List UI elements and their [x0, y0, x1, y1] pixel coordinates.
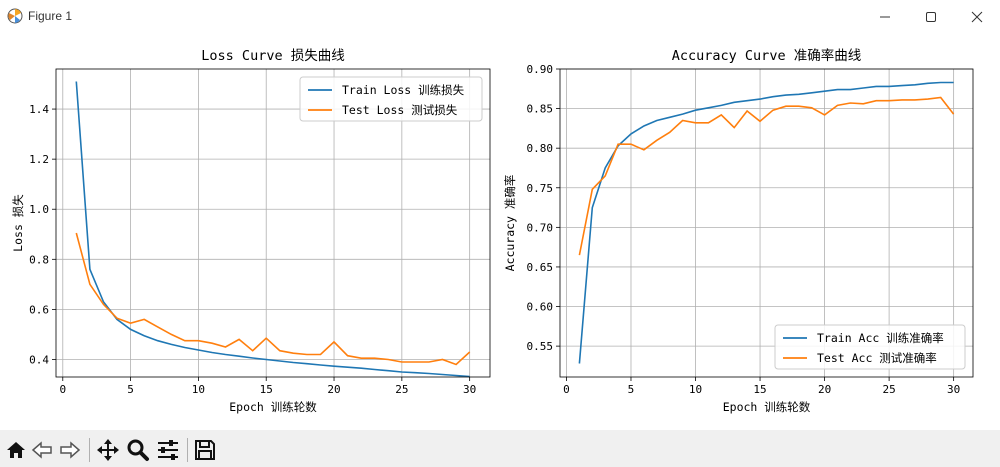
navigation-toolbar — [0, 430, 1000, 467]
close-icon — [971, 11, 983, 22]
x-tick-label: 25 — [395, 383, 408, 396]
save-icon — [195, 440, 215, 460]
zoom-icon — [127, 439, 149, 461]
matplotlib-figure-icon — [7, 8, 23, 24]
series-line-1 — [578, 96, 955, 256]
close-button[interactable] — [954, 0, 1000, 33]
forward-button[interactable] — [58, 438, 82, 462]
maximize-icon — [926, 11, 936, 22]
y-tick-label: 1.2 — [29, 153, 49, 166]
x-tick-label: 10 — [689, 383, 702, 396]
y-tick-label: 1.4 — [29, 103, 49, 116]
legend: Train Acc 训练准确率 Test Acc 测试准确率 — [774, 324, 966, 370]
save-button[interactable] — [193, 438, 217, 462]
legend-entry: Train Acc 训练准确率 — [817, 331, 944, 345]
x-tick-label: 10 — [192, 383, 205, 396]
y-tick-label: 0.4 — [29, 353, 49, 366]
y-tick-label: 0.55 — [527, 340, 554, 353]
figure-svg: 0 5 10 15 20 25 30 0.4 0.6 0.8 1.0 1.2 1.4 Loss Curve… — [11, 47, 974, 414]
series-line-1 — [75, 232, 471, 366]
x-tick-label: 0 — [59, 383, 66, 396]
x-axis-label: Epoch 训练轮数 — [723, 400, 811, 414]
chart-loss: 0 5 10 15 20 25 30 0.4 0.6 0.8 1.0 1.2 1.4 Loss Curve… — [11, 48, 491, 414]
x-tick-label: 15 — [753, 383, 766, 396]
x-tick-label: 30 — [463, 383, 476, 396]
chart-title: Accuracy Curve 准确率曲线 — [672, 47, 861, 64]
chart-title: Loss Curve 损失曲线 — [201, 48, 344, 64]
figure-canvas: 0 5 10 15 20 25 30 0.4 0.6 0.8 1.0 1.2 1.4 Loss Curve… — [0, 33, 1000, 430]
back-arrow-icon — [31, 441, 52, 459]
legend-box — [299, 76, 483, 122]
x-tick-label: 5 — [127, 383, 134, 396]
y-axis-label: Accuracy 准确率 — [503, 175, 517, 272]
minimize-button[interactable] — [862, 0, 908, 33]
pan-icon — [97, 439, 119, 461]
y-tick-label: 0.75 — [527, 182, 554, 195]
y-tick-label: 0.65 — [527, 261, 554, 274]
maximize-button[interactable] — [908, 0, 954, 33]
home-button[interactable] — [4, 438, 28, 462]
zoom-button[interactable] — [126, 438, 150, 462]
chart-accuracy: 0 5 10 15 20 25 30 0.55 0.60 0.65 0.70 0.75 0.80 0.85… — [503, 47, 974, 414]
y-tick-label: 1.0 — [29, 203, 49, 216]
configure-subplots-icon — [158, 440, 178, 460]
y-tick-label: 0.80 — [527, 142, 554, 155]
legend: Train Loss 训练损失 Test Loss 测试损失 — [299, 76, 483, 122]
window-title: Figure 1 — [28, 9, 73, 23]
x-tick-label: 30 — [947, 383, 960, 396]
home-icon — [7, 442, 25, 458]
back-button[interactable] — [30, 438, 54, 462]
series-line-0 — [578, 81, 954, 364]
y-tick-label: 0.85 — [527, 103, 554, 116]
toolbar-separator — [89, 438, 90, 462]
x-tick-label: 20 — [327, 383, 340, 396]
toolbar-separator — [187, 438, 188, 462]
minimize-icon — [880, 16, 890, 17]
axes-frame — [55, 68, 491, 378]
y-tick-label: 0.8 — [29, 253, 49, 266]
y-axis-label: Loss 损失 — [11, 194, 25, 252]
legend-box — [774, 324, 966, 370]
axes-frame — [559, 68, 974, 378]
legend-entry: Test Acc 测试准确率 — [817, 351, 937, 365]
x-tick-label: 25 — [882, 383, 895, 396]
x-tick-label: 15 — [260, 383, 273, 396]
window-titlebar: Figure 1 — [0, 0, 1000, 33]
series-line-0 — [75, 81, 470, 378]
y-tick-label: 0.6 — [29, 303, 49, 316]
x-axis-label: Epoch 训练轮数 — [229, 400, 317, 414]
x-tick-label: 5 — [628, 383, 635, 396]
legend-entry: Train Loss 训练损失 — [342, 83, 465, 97]
y-tick-label: 0.90 — [527, 63, 554, 76]
x-tick-label: 0 — [563, 383, 570, 396]
forward-arrow-icon — [60, 441, 81, 459]
pan-button[interactable] — [96, 438, 120, 462]
x-tick-label: 20 — [818, 383, 831, 396]
y-tick-label: 0.70 — [527, 221, 554, 234]
configure-subplots-button[interactable] — [156, 438, 180, 462]
legend-entry: Test Loss 测试损失 — [342, 103, 458, 117]
y-tick-label: 0.60 — [527, 301, 554, 314]
